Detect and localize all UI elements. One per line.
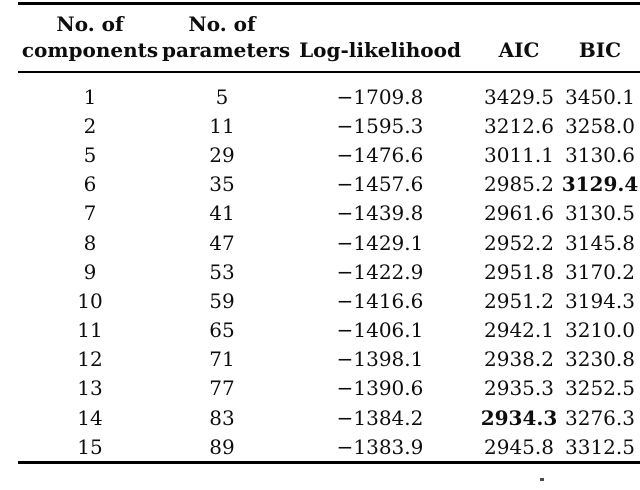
column-header-line: No. of (56, 12, 124, 36)
table-cell: 71 (209, 347, 235, 372)
table-cell: 2 (83, 113, 97, 138)
table-cell: 3276.3 (565, 405, 635, 430)
table-cell: 2951.8 (484, 259, 554, 284)
table-cell: 2938.2 (484, 347, 554, 372)
table-cell: 3252.5 (565, 376, 635, 401)
table-cell: 2961.6 (484, 201, 554, 226)
table-cell: 5 (83, 142, 97, 167)
table-cell: −1595.3 (336, 113, 424, 138)
column-header-parameters: No. of parameters (162, 3, 291, 73)
column-header-components: No. of components (18, 3, 162, 73)
table-cell: 15 (77, 434, 103, 459)
table-cell: 2935.3 (484, 376, 554, 401)
table-row: 8 47 −1429.1 2952.2 3145.8 (18, 228, 640, 257)
table-cell: 3258.0 (565, 113, 635, 138)
table-cell: 14 (77, 405, 103, 430)
table-cell: 3011.1 (484, 142, 554, 167)
table-cell: 2952.2 (484, 230, 554, 255)
table-cell: 65 (209, 318, 235, 343)
table-header: No. of components No. of parameters Log-… (18, 3, 640, 73)
table-cell: −1422.9 (336, 259, 424, 284)
table-cell: 83 (209, 405, 235, 430)
table-cell: 41 (209, 201, 235, 226)
table-cell: 3210.0 (565, 318, 635, 343)
table-body: 1 5 −1709.8 3429.5 3450.1 2 11 −1595.3 3212.6 325… (18, 72, 640, 463)
table-cell: 1 (83, 84, 97, 109)
table-cell: −1439.8 (336, 201, 424, 226)
table-cell: 3194.3 (565, 288, 635, 313)
table-cell: −1398.1 (336, 347, 424, 372)
table-row: 7 41 −1439.8 2961.6 3130.5 (18, 199, 640, 228)
table-cell: 3312.5 (565, 434, 635, 459)
table-row: 11 65 −1406.1 2942.1 3210.0 (18, 316, 640, 345)
table-cell: −1383.9 (336, 434, 424, 459)
table-cell: −1416.6 (336, 288, 424, 313)
table-cell: 53 (209, 259, 235, 284)
column-header-aic: AIC (478, 3, 560, 73)
table-cell: 7 (83, 201, 97, 226)
table-row: 1 5 −1709.8 3429.5 3450.1 (18, 72, 640, 111)
table-cell: −1429.1 (336, 230, 424, 255)
column-header-line: components (21, 38, 159, 62)
table-row: 2 11 −1595.3 3212.6 3258.0 (18, 111, 640, 140)
table-cell: 3129.4 (561, 172, 639, 197)
table-cell: 3450.1 (565, 84, 635, 109)
table-cell: 35 (209, 172, 235, 197)
column-header-line: Log-likelihood (299, 38, 461, 62)
table-row: 5 29 −1476.6 3011.1 3130.6 (18, 140, 640, 169)
table-cell: 8 (83, 230, 97, 255)
table-cell: 9 (83, 259, 97, 284)
table-row: 10 59 −1416.6 2951.2 3194.3 (18, 286, 640, 315)
table-cell: 13 (77, 376, 103, 401)
column-header-line: No. of (188, 12, 256, 36)
table-cell: 2934.3 (480, 405, 558, 430)
table-cell: 3145.8 (565, 230, 635, 255)
table-row: 9 53 −1422.9 2951.8 3170.2 (18, 257, 640, 286)
column-header-line: BIC (578, 38, 622, 62)
header-row: No. of components No. of parameters Log-… (18, 3, 640, 73)
table-cell: 47 (209, 230, 235, 255)
column-header-bic: BIC (560, 3, 640, 73)
table-cell: 3230.8 (565, 347, 635, 372)
table-cell: 2942.1 (484, 318, 554, 343)
table-cell: 2945.8 (484, 434, 554, 459)
table-cell: 89 (209, 434, 235, 459)
column-header-line: parameters (162, 38, 291, 62)
table-row: 13 77 −1390.6 2935.3 3252.5 (18, 374, 640, 403)
table-cell: 59 (209, 288, 235, 313)
table-cell: 77 (209, 376, 235, 401)
table-cell: 2951.2 (484, 288, 554, 313)
column-header-log-likelihood: Log-likelihood (282, 3, 478, 73)
table-cell: 5 (215, 84, 229, 109)
table-cell: 3212.6 (484, 113, 554, 138)
table-cell: 11 (209, 113, 235, 138)
table-row: 15 89 −1383.9 2945.8 3312.5 (18, 432, 640, 463)
model-selection-table: No. of components No. of parameters Log-… (18, 2, 640, 465)
table-cell: 2985.2 (484, 172, 554, 197)
table-cell: 3170.2 (565, 259, 635, 284)
table-cell: −1709.8 (336, 84, 424, 109)
table-cell: −1390.6 (336, 376, 424, 401)
table-cell: 11 (77, 318, 103, 343)
table-cell: 3429.5 (484, 84, 554, 109)
table-cell: −1457.6 (336, 172, 424, 197)
table-row: 14 83 −1384.2 2934.3 3276.3 (18, 403, 640, 432)
table-row: 12 71 −1398.1 2938.2 3230.8 (18, 345, 640, 374)
table-cell: 3130.5 (565, 201, 635, 226)
table-cell: −1384.2 (336, 405, 424, 430)
table-cell: 3130.6 (565, 142, 635, 167)
column-header-line: AIC (498, 38, 540, 62)
table-cell: −1406.1 (336, 318, 424, 343)
table-row: 6 35 −1457.6 2985.2 3129.4 (18, 170, 640, 199)
table-cell: 6 (83, 172, 97, 197)
table-cell: 12 (77, 347, 103, 372)
table-cell: −1476.6 (336, 142, 424, 167)
cropped-caption-artifact (540, 478, 544, 481)
table-cell: 10 (77, 288, 103, 313)
table-cell: 29 (209, 142, 235, 167)
